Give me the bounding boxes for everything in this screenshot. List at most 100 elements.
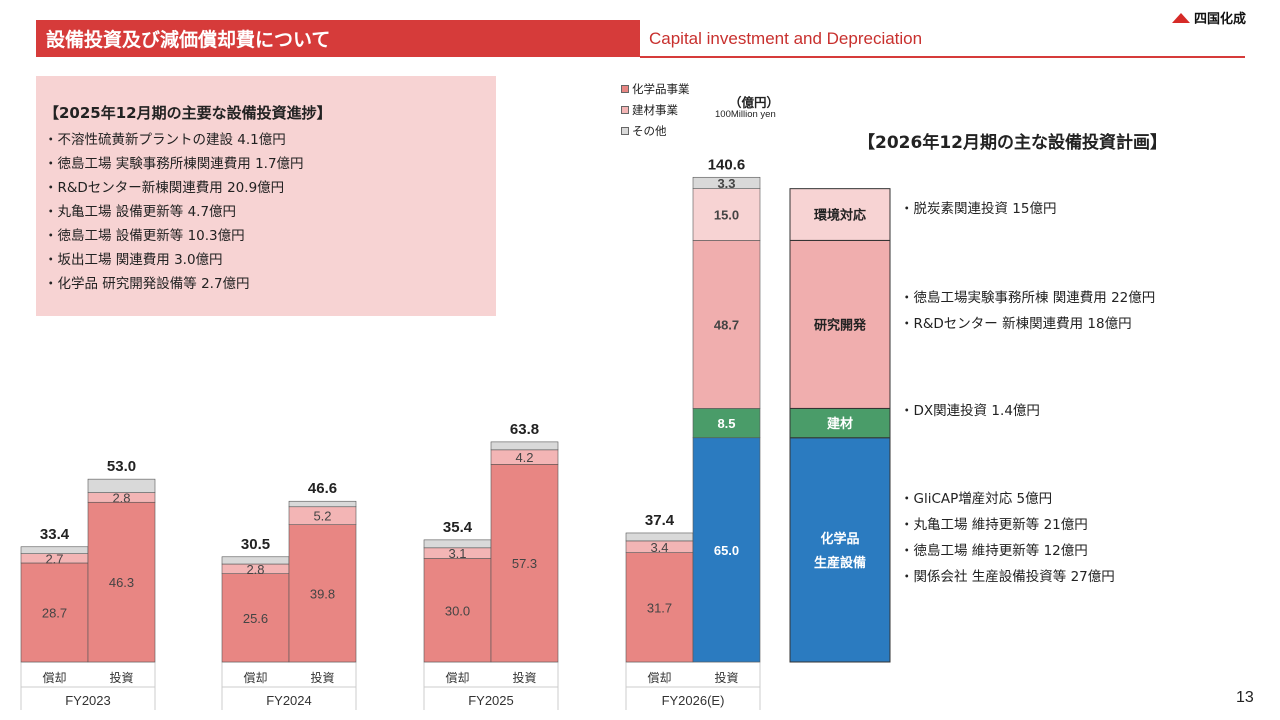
plan-list-rnd: ・徳島工場実験事務所棟 関連費用 22億円 ・R&Dセンター 新棟関連費用 18… (900, 285, 1155, 337)
plan-item: ・脱炭素関連投資 15億円 (900, 201, 1057, 217)
plan-segment-label: 建材 (827, 416, 853, 432)
plan-item: ・DX関連投資 1.4億円 (900, 403, 1040, 419)
logo-text: 四国化成 (1194, 12, 1247, 27)
page-title: 設備投資及び減価償却費について (46, 29, 331, 51)
data-label: 57.3 (512, 556, 537, 571)
bar-segment (423, 539, 492, 549)
plan-list-environment: ・脱炭素関連投資 15億円 (900, 196, 1056, 222)
bar-segment (423, 558, 492, 663)
progress-item: ・不溶性硫黄新プラントの建設 4.1億円 (44, 132, 286, 148)
data-label: 3.4 (650, 540, 668, 555)
progress-item: ・丸亀工場 設備更新等 4.7億円 (44, 204, 237, 220)
legend-label: 化学品事業 (632, 81, 690, 96)
progress-panel: 【2025年12月期の主要な設備投資進捗】 ・不溶性硫黄新プラントの建設 4.1… (36, 76, 496, 316)
unit-label: （億円） (729, 95, 780, 110)
data-label: 39.8 (310, 586, 335, 601)
data-label: 2.7 (45, 551, 63, 566)
group-label: FY2026(E) (662, 693, 725, 708)
plan-item: ・丸亀工場 維持更新等 21億円 (900, 517, 1088, 533)
title-bar (36, 20, 640, 57)
total-label: 63.8 (510, 421, 539, 438)
data-label: 3.1 (448, 546, 466, 561)
legend-item: 建材事業 (621, 99, 690, 120)
data-label: 2.8 (246, 562, 264, 577)
total-label: 35.4 (443, 519, 473, 536)
total-label: 37.4 (645, 512, 675, 529)
plan-segment-label: 環境対応 (814, 208, 866, 224)
plan-segment-label: 化学品 (820, 531, 859, 547)
page-title-english: Capital investment and Depreciation (649, 29, 923, 48)
data-label: 5.2 (313, 509, 331, 524)
legend-swatch (621, 84, 629, 93)
plan-item: ・徳島工場 維持更新等 12億円 (900, 543, 1088, 559)
total-label: 140.6 (708, 156, 746, 173)
plan-segment (789, 437, 891, 663)
bar-segment (490, 441, 559, 451)
data-label: 4.2 (515, 450, 533, 465)
group-label: FY2024 (266, 693, 312, 708)
plan-segment-label: 生産設備 (814, 555, 866, 571)
total-label: 30.5 (241, 536, 270, 553)
bar-segment (87, 501, 156, 663)
plan-item: ・GliCAP増産対応 5億円 (900, 491, 1053, 507)
bar-segment (221, 573, 290, 663)
progress-item: ・坂出工場 関連費用 3.0億円 (44, 252, 223, 268)
unit-label-english: 100Million yen (715, 109, 776, 120)
legend-label: 建材事業 (632, 102, 678, 117)
bar-category-label: 投資 (109, 670, 133, 685)
plan-list-chemical: ・GliCAP増産対応 5億円 ・丸亀工場 維持更新等 21億円 ・徳島工場 維… (900, 486, 1115, 590)
progress-title: 【2025年12月期の主要な設備投資進捗】 (44, 104, 332, 122)
total-label: 46.6 (308, 480, 337, 497)
bar-segment (692, 408, 761, 439)
data-label: 28.7 (42, 605, 67, 620)
data-label: 25.6 (243, 611, 268, 626)
plan-item: ・徳島工場実験事務所棟 関連費用 22億円 (900, 290, 1156, 306)
group-label: FY2023 (65, 693, 111, 708)
progress-item: ・徳島工場 設備更新等 10.3億円 (44, 228, 245, 244)
plan-list-building: ・DX関連投資 1.4億円 (900, 398, 1040, 424)
bar-segment (625, 532, 694, 542)
bar-category-label: 償却 (243, 671, 267, 685)
progress-item: ・R&Dセンター新棟関連費用 20.9億円 (44, 180, 285, 196)
total-label: 53.0 (107, 458, 136, 475)
bar-segment (692, 176, 761, 189)
bar-category-label: 償却 (445, 671, 469, 685)
bar-category-label: 投資 (714, 670, 738, 685)
bar-segment (692, 240, 761, 409)
legend-item: 化学品事業 (621, 78, 690, 99)
data-label: 65.0 (714, 543, 739, 558)
plan-item: ・関係会社 生産設備投資等 27億円 (900, 569, 1115, 585)
title-underline (640, 56, 1245, 58)
bar-segment (20, 562, 89, 663)
page-number: 13 (1236, 689, 1254, 706)
progress-item: ・徳島工場 実験事務所棟関連費用 1.7億円 (44, 156, 304, 172)
bar-segment (87, 478, 156, 493)
bar-segment (625, 552, 694, 663)
data-label: 48.7 (714, 317, 739, 332)
bar-segment (692, 437, 761, 663)
bar-category-label: 償却 (42, 671, 66, 685)
progress-item: ・化学品 研究開発設備等 2.7億円 (44, 276, 250, 292)
legend-swatch (621, 126, 629, 135)
data-label: 30.0 (445, 603, 470, 618)
company-logo: 四国化成 (1172, 8, 1246, 27)
chart-legend: 化学品事業 建材事業 その他 (621, 78, 690, 141)
legend-label: その他 (632, 123, 667, 138)
logo-mark-icon (1172, 12, 1190, 23)
bar-category-label: 投資 (512, 670, 536, 685)
bar-segment (288, 500, 357, 508)
legend-item: その他 (621, 120, 690, 141)
plan-segment (789, 407, 891, 439)
total-label: 33.4 (40, 526, 70, 543)
legend-swatch (621, 105, 629, 114)
progress-list: ・不溶性硫黄新プラントの建設 4.1億円 ・徳島工場 実験事務所棟関連費用 1.… (44, 128, 304, 296)
data-label: 15.0 (714, 208, 739, 223)
plan-segment-label: 研究開発 (814, 317, 867, 333)
bar-segment (490, 464, 559, 663)
bar-segment (20, 546, 89, 554)
bar-segment (221, 556, 290, 565)
plan-title: 【2026年12月期の主な設備投資計画】 (858, 133, 1167, 153)
bar-category-label: 投資 (310, 670, 334, 685)
data-label: 2.8 (112, 490, 130, 505)
bar-segment (288, 524, 357, 663)
